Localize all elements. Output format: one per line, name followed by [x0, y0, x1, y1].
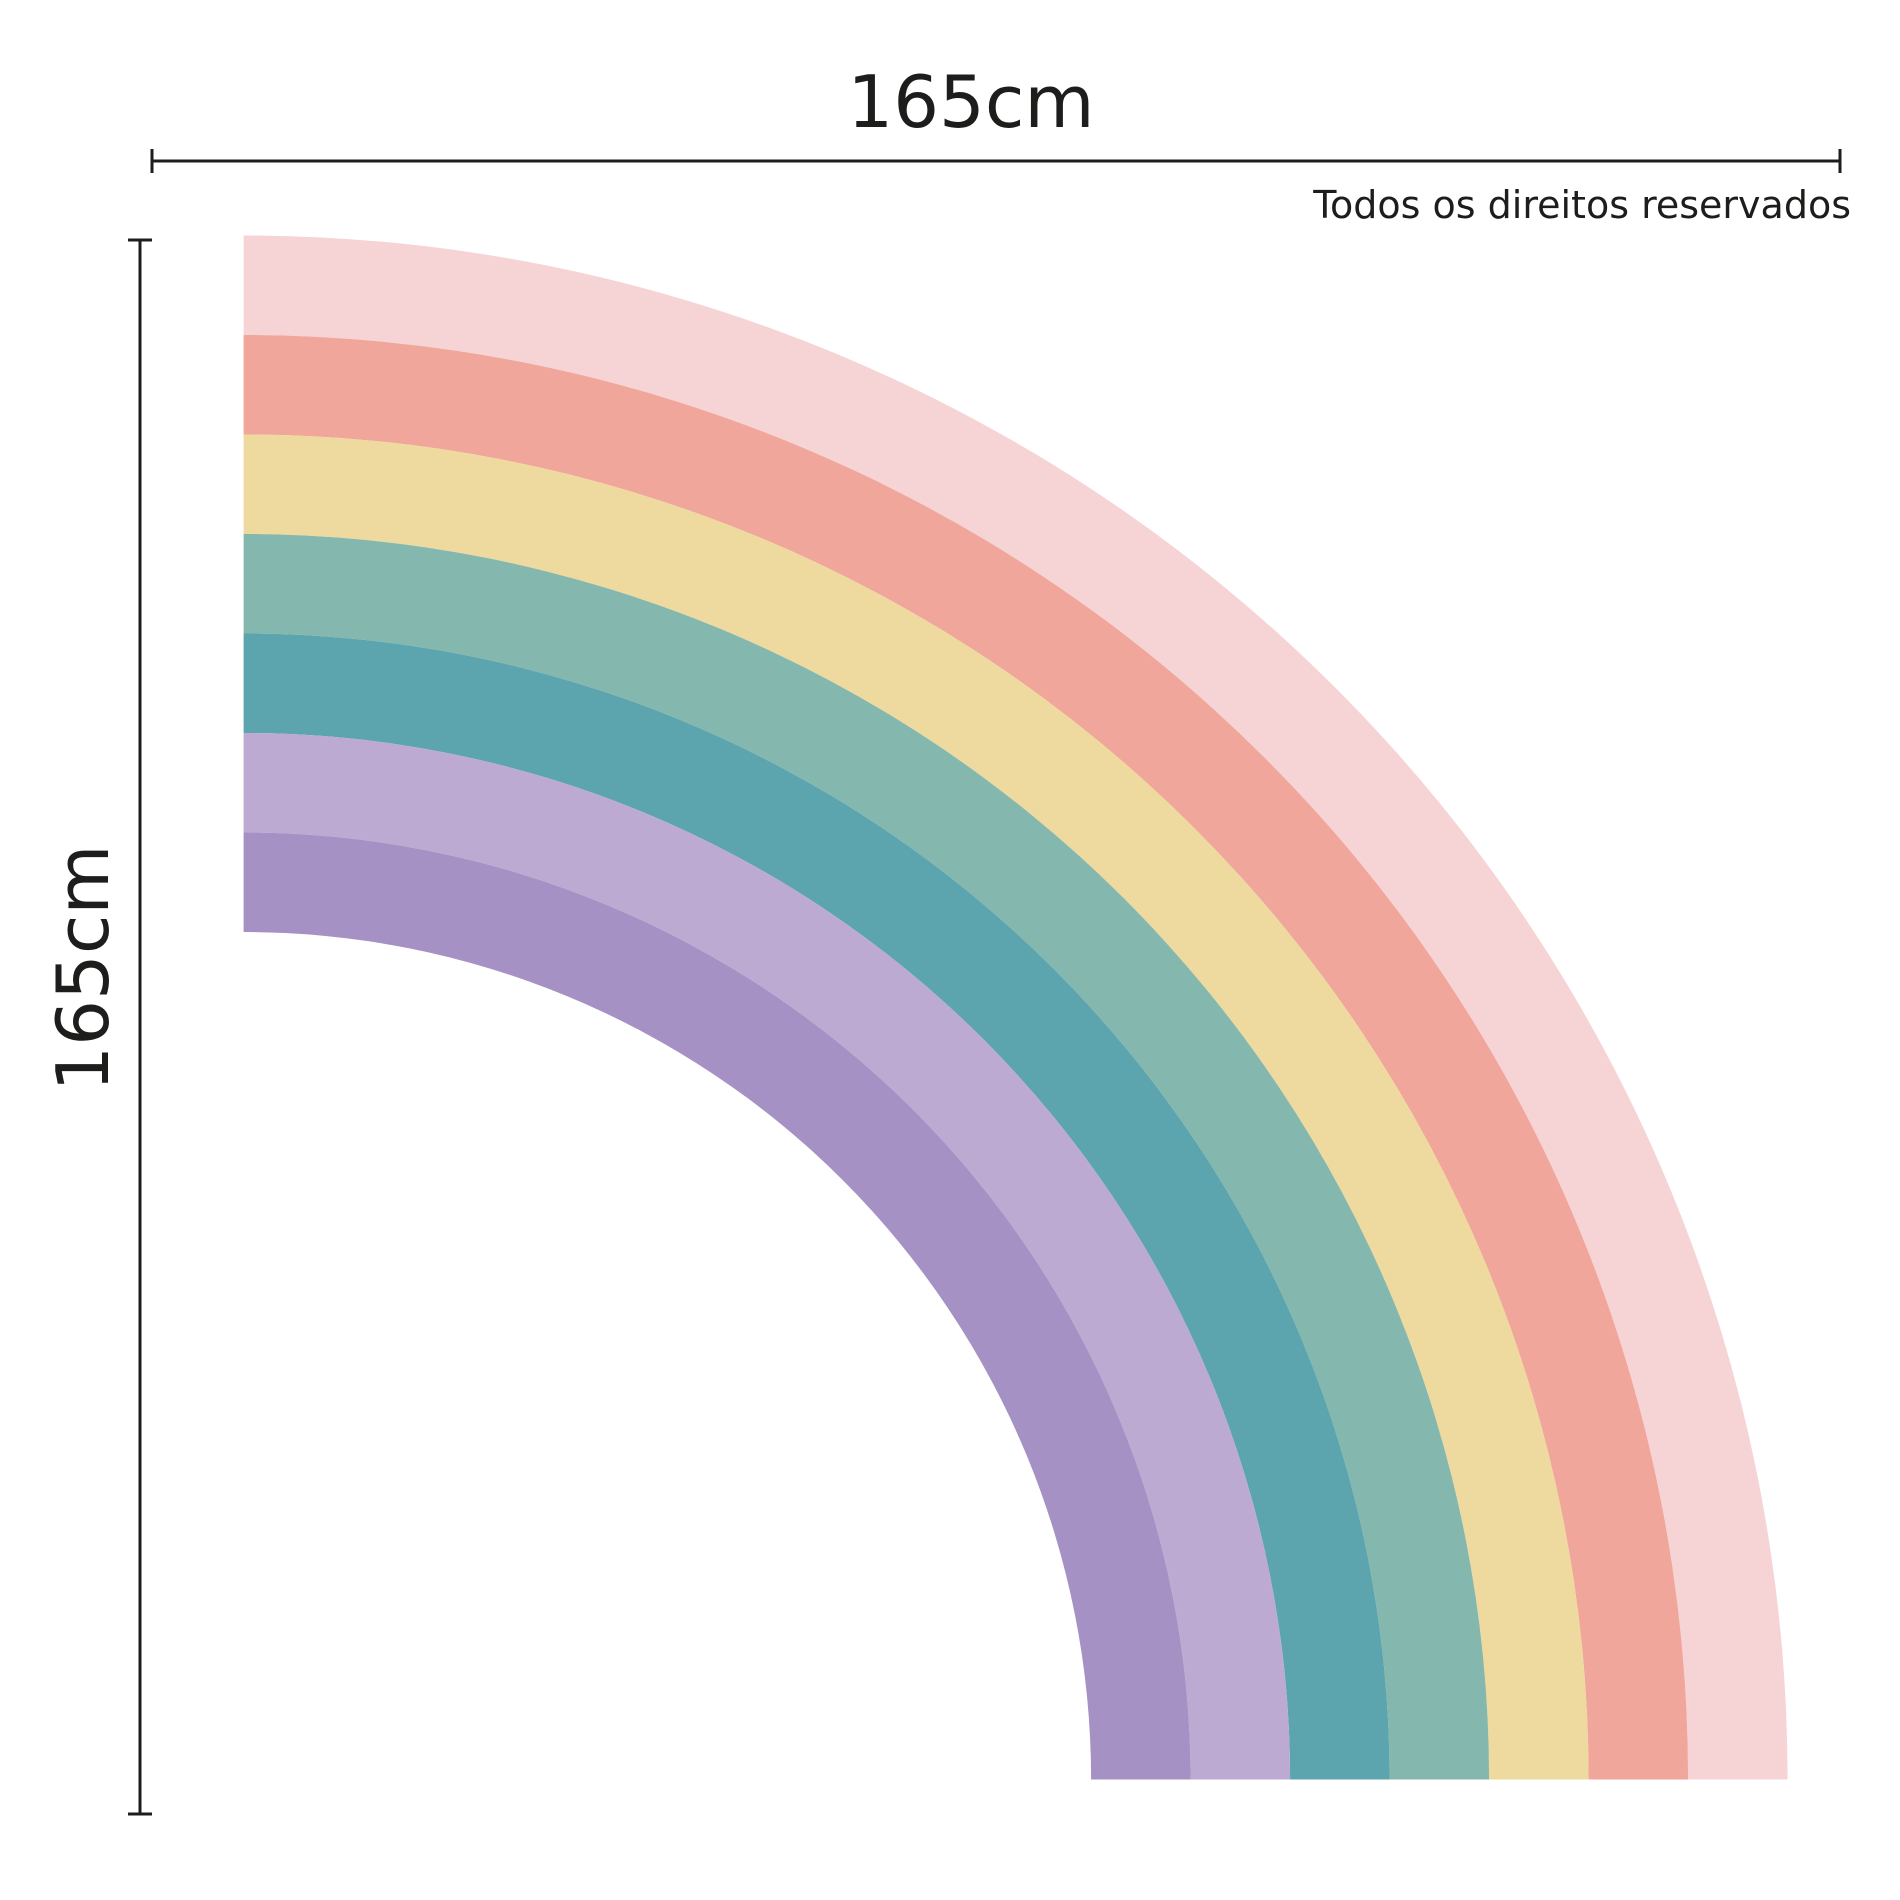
- rainbow-band: [243, 733, 1291, 1780]
- rainbow-band: [243, 832, 1191, 1780]
- height-label: 165cm: [41, 844, 125, 1091]
- rainbow: [243, 235, 1788, 1780]
- rainbow-band: [243, 633, 1390, 1780]
- rainbow-band: [243, 335, 1689, 1780]
- height-dimension: 165cm: [41, 238, 152, 1816]
- rainbow-band: [243, 534, 1490, 1780]
- rainbow-band: [243, 434, 1589, 1780]
- copyright: Todos os direitos reservados: [1312, 183, 1851, 227]
- width-label: 165cm: [847, 60, 1094, 144]
- width-dimension: 165cm: [150, 60, 1842, 173]
- rainbow-band: [243, 235, 1788, 1780]
